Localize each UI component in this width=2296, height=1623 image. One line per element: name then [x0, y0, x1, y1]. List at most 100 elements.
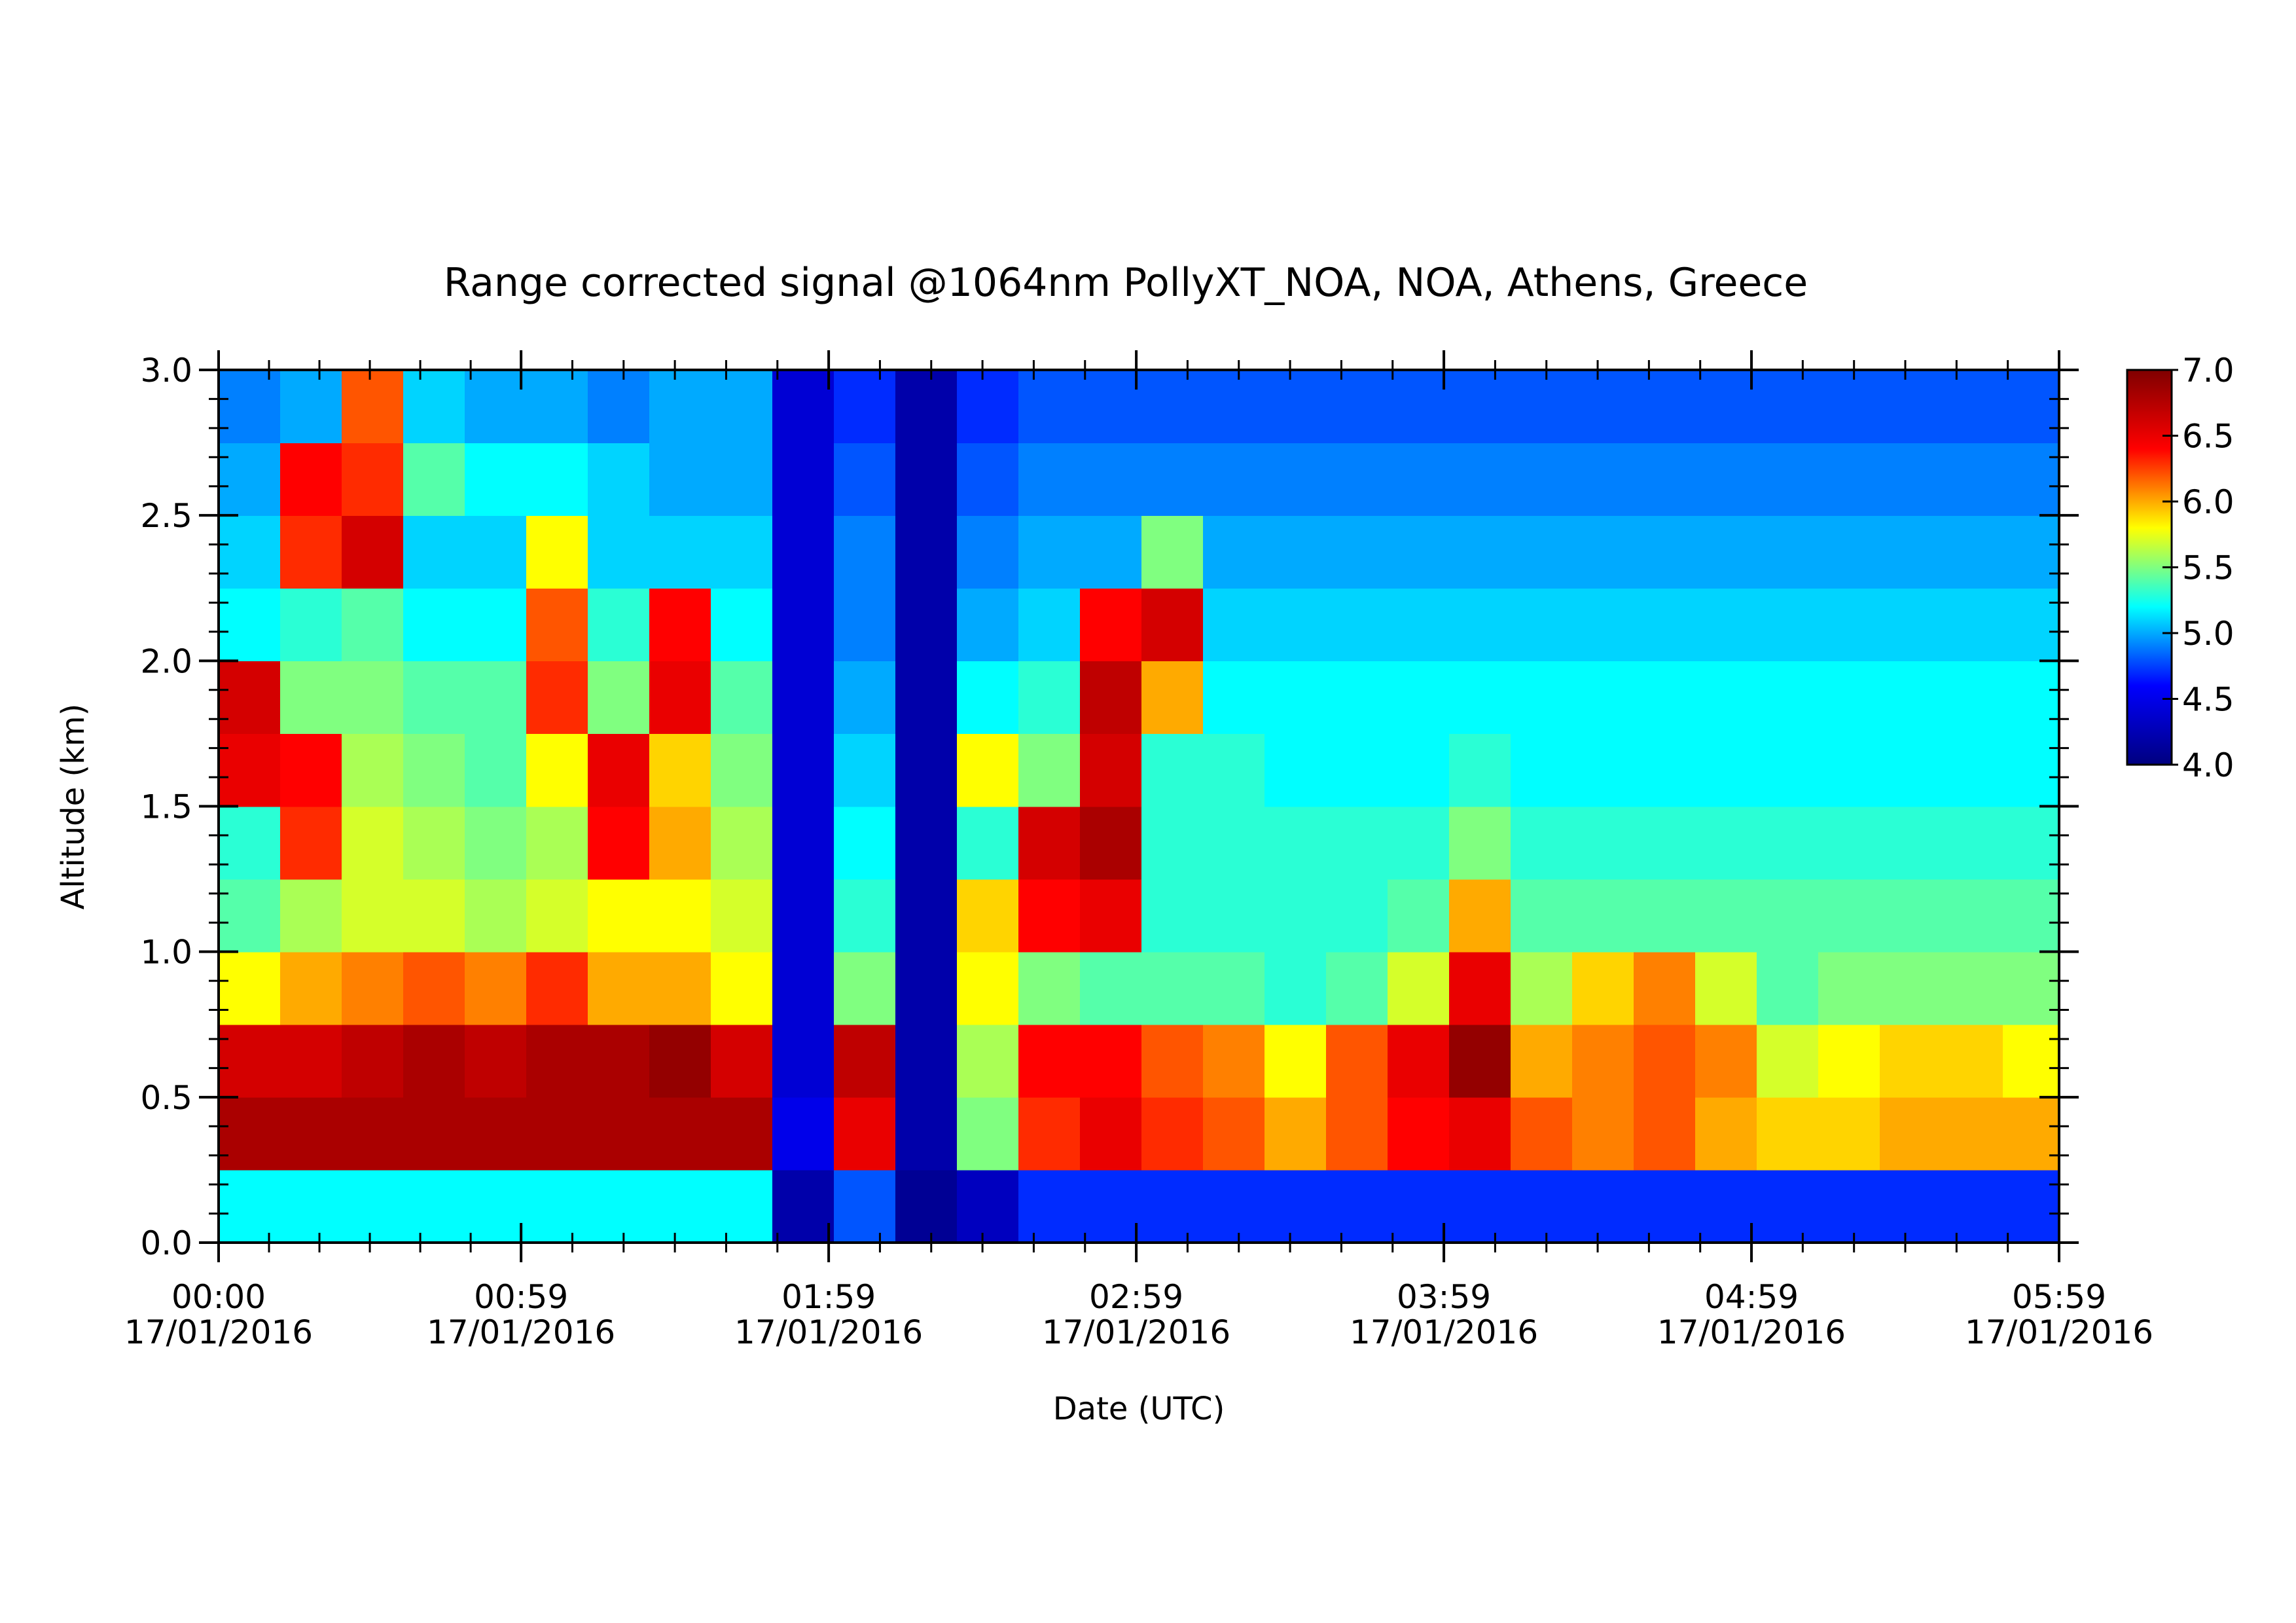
heatmap-cell	[587, 661, 650, 735]
heatmap-cell	[341, 515, 404, 589]
heatmap-cell	[772, 515, 834, 589]
heatmap-cell	[526, 370, 588, 443]
heatmap-cell	[1571, 661, 1634, 735]
heatmap-cell	[956, 1097, 1019, 1171]
heatmap-cell	[956, 806, 1019, 880]
heatmap-cell	[895, 588, 958, 662]
heatmap-cell	[1264, 879, 1327, 953]
x-axis-label: Date (UTC)	[1053, 1391, 1225, 1427]
heatmap-cell	[526, 1024, 588, 1098]
heatmap-cell	[649, 515, 711, 589]
heatmap-cell	[464, 806, 527, 880]
heatmap-cell	[1571, 1097, 1634, 1171]
heatmap-cell	[1510, 733, 1573, 807]
heatmap-cell	[649, 1097, 711, 1171]
heatmap-cell	[1510, 515, 1573, 589]
heatmap-cell	[1018, 588, 1081, 662]
heatmap-cell	[1325, 588, 1388, 662]
heatmap-cell	[403, 1024, 465, 1098]
heatmap-cell	[1571, 806, 1634, 880]
heatmap-cell	[1571, 879, 1634, 953]
heatmap-cell	[1756, 370, 1819, 443]
heatmap-cell	[1202, 515, 1265, 589]
heatmap-cell	[2002, 370, 2060, 443]
heatmap-cell	[1633, 1169, 1696, 1243]
heatmap-cell	[1756, 1169, 1819, 1243]
heatmap-cell	[1141, 443, 1204, 516]
y-axis-label: Altitude (km)	[55, 704, 92, 910]
heatmap-cell	[219, 733, 281, 807]
heatmap-cell	[1756, 515, 1819, 589]
heatmap-cell	[1510, 370, 1573, 443]
heatmap-cell	[1695, 370, 1757, 443]
heatmap-cell	[1387, 515, 1450, 589]
heatmap-cell	[772, 370, 834, 443]
heatmap-cell	[1448, 733, 1511, 807]
heatmap-cell	[1202, 951, 1265, 1025]
heatmap-cell	[1387, 588, 1450, 662]
heatmap-cell	[1941, 879, 2003, 953]
heatmap-cell	[1079, 806, 1142, 880]
heatmap-cell	[464, 1097, 527, 1171]
heatmap-cell	[219, 1169, 281, 1243]
heatmap-cell	[403, 515, 465, 589]
heatmap-cell	[772, 806, 834, 880]
x-tick-label-line: 00:59	[474, 1278, 568, 1316]
colorbar-tick-label: 7.0	[2182, 352, 2234, 390]
heatmap-cell	[1325, 1169, 1388, 1243]
heatmap-cell	[1018, 661, 1081, 735]
heatmap-cell	[1079, 370, 1142, 443]
x-tick-label-line: 17/01/2016	[1042, 1313, 1230, 1351]
heatmap-cell	[1325, 515, 1388, 589]
heatmap-cell	[1264, 806, 1327, 880]
heatmap-cell	[1018, 1097, 1081, 1171]
heatmap-cell	[1264, 733, 1327, 807]
heatmap-cell	[710, 588, 773, 662]
heatmap-cell	[895, 370, 958, 443]
heatmap-cell	[956, 588, 1019, 662]
heatmap-cell	[587, 515, 650, 589]
heatmap-cell	[1325, 370, 1388, 443]
heatmap-cell	[219, 370, 281, 443]
heatmap-cell	[2002, 733, 2060, 807]
heatmap-cell	[587, 588, 650, 662]
heatmap-cell	[526, 951, 588, 1025]
heatmap-cell	[833, 733, 896, 807]
heatmap-cell	[772, 1024, 834, 1098]
heatmap-cell	[1941, 951, 2003, 1025]
heatmap-cell	[1448, 1097, 1511, 1171]
heatmap-cell	[1387, 1024, 1450, 1098]
heatmap-cell	[956, 515, 1019, 589]
heatmap-cell	[1571, 733, 1634, 807]
heatmap-cell	[1325, 879, 1388, 953]
heatmap-cell	[1571, 588, 1634, 662]
heatmap-cell	[1387, 951, 1450, 1025]
heatmap-cell	[1818, 879, 1880, 953]
heatmap-cell	[464, 1024, 527, 1098]
heatmap-cell	[1510, 806, 1573, 880]
heatmap-cell	[1941, 370, 2003, 443]
heatmap-cell	[1633, 1024, 1696, 1098]
heatmap-cell	[1141, 661, 1204, 735]
heatmap-cell	[403, 733, 465, 807]
heatmap-cell	[1018, 1169, 1081, 1243]
heatmap-cell	[956, 733, 1019, 807]
heatmap-cell	[1264, 370, 1327, 443]
heatmap-cell	[833, 661, 896, 735]
heatmap-cell	[526, 661, 588, 735]
heatmap-cell	[1202, 1097, 1265, 1171]
heatmap-cell	[1264, 515, 1327, 589]
heatmap-cell	[833, 1169, 896, 1243]
heatmap-cell	[1695, 515, 1757, 589]
heatmap-cell	[1264, 661, 1327, 735]
heatmap-cell	[341, 1169, 404, 1243]
heatmap-cell	[2002, 951, 2060, 1025]
heatmap-cell	[1941, 661, 2003, 735]
y-tick-label: 2.0	[140, 642, 192, 680]
heatmap-cell	[1141, 1097, 1204, 1171]
x-tick-label-line: 01:59	[781, 1278, 876, 1316]
heatmap-cell	[279, 733, 342, 807]
heatmap-cell	[1571, 515, 1634, 589]
heatmap-cell	[1018, 1024, 1081, 1098]
